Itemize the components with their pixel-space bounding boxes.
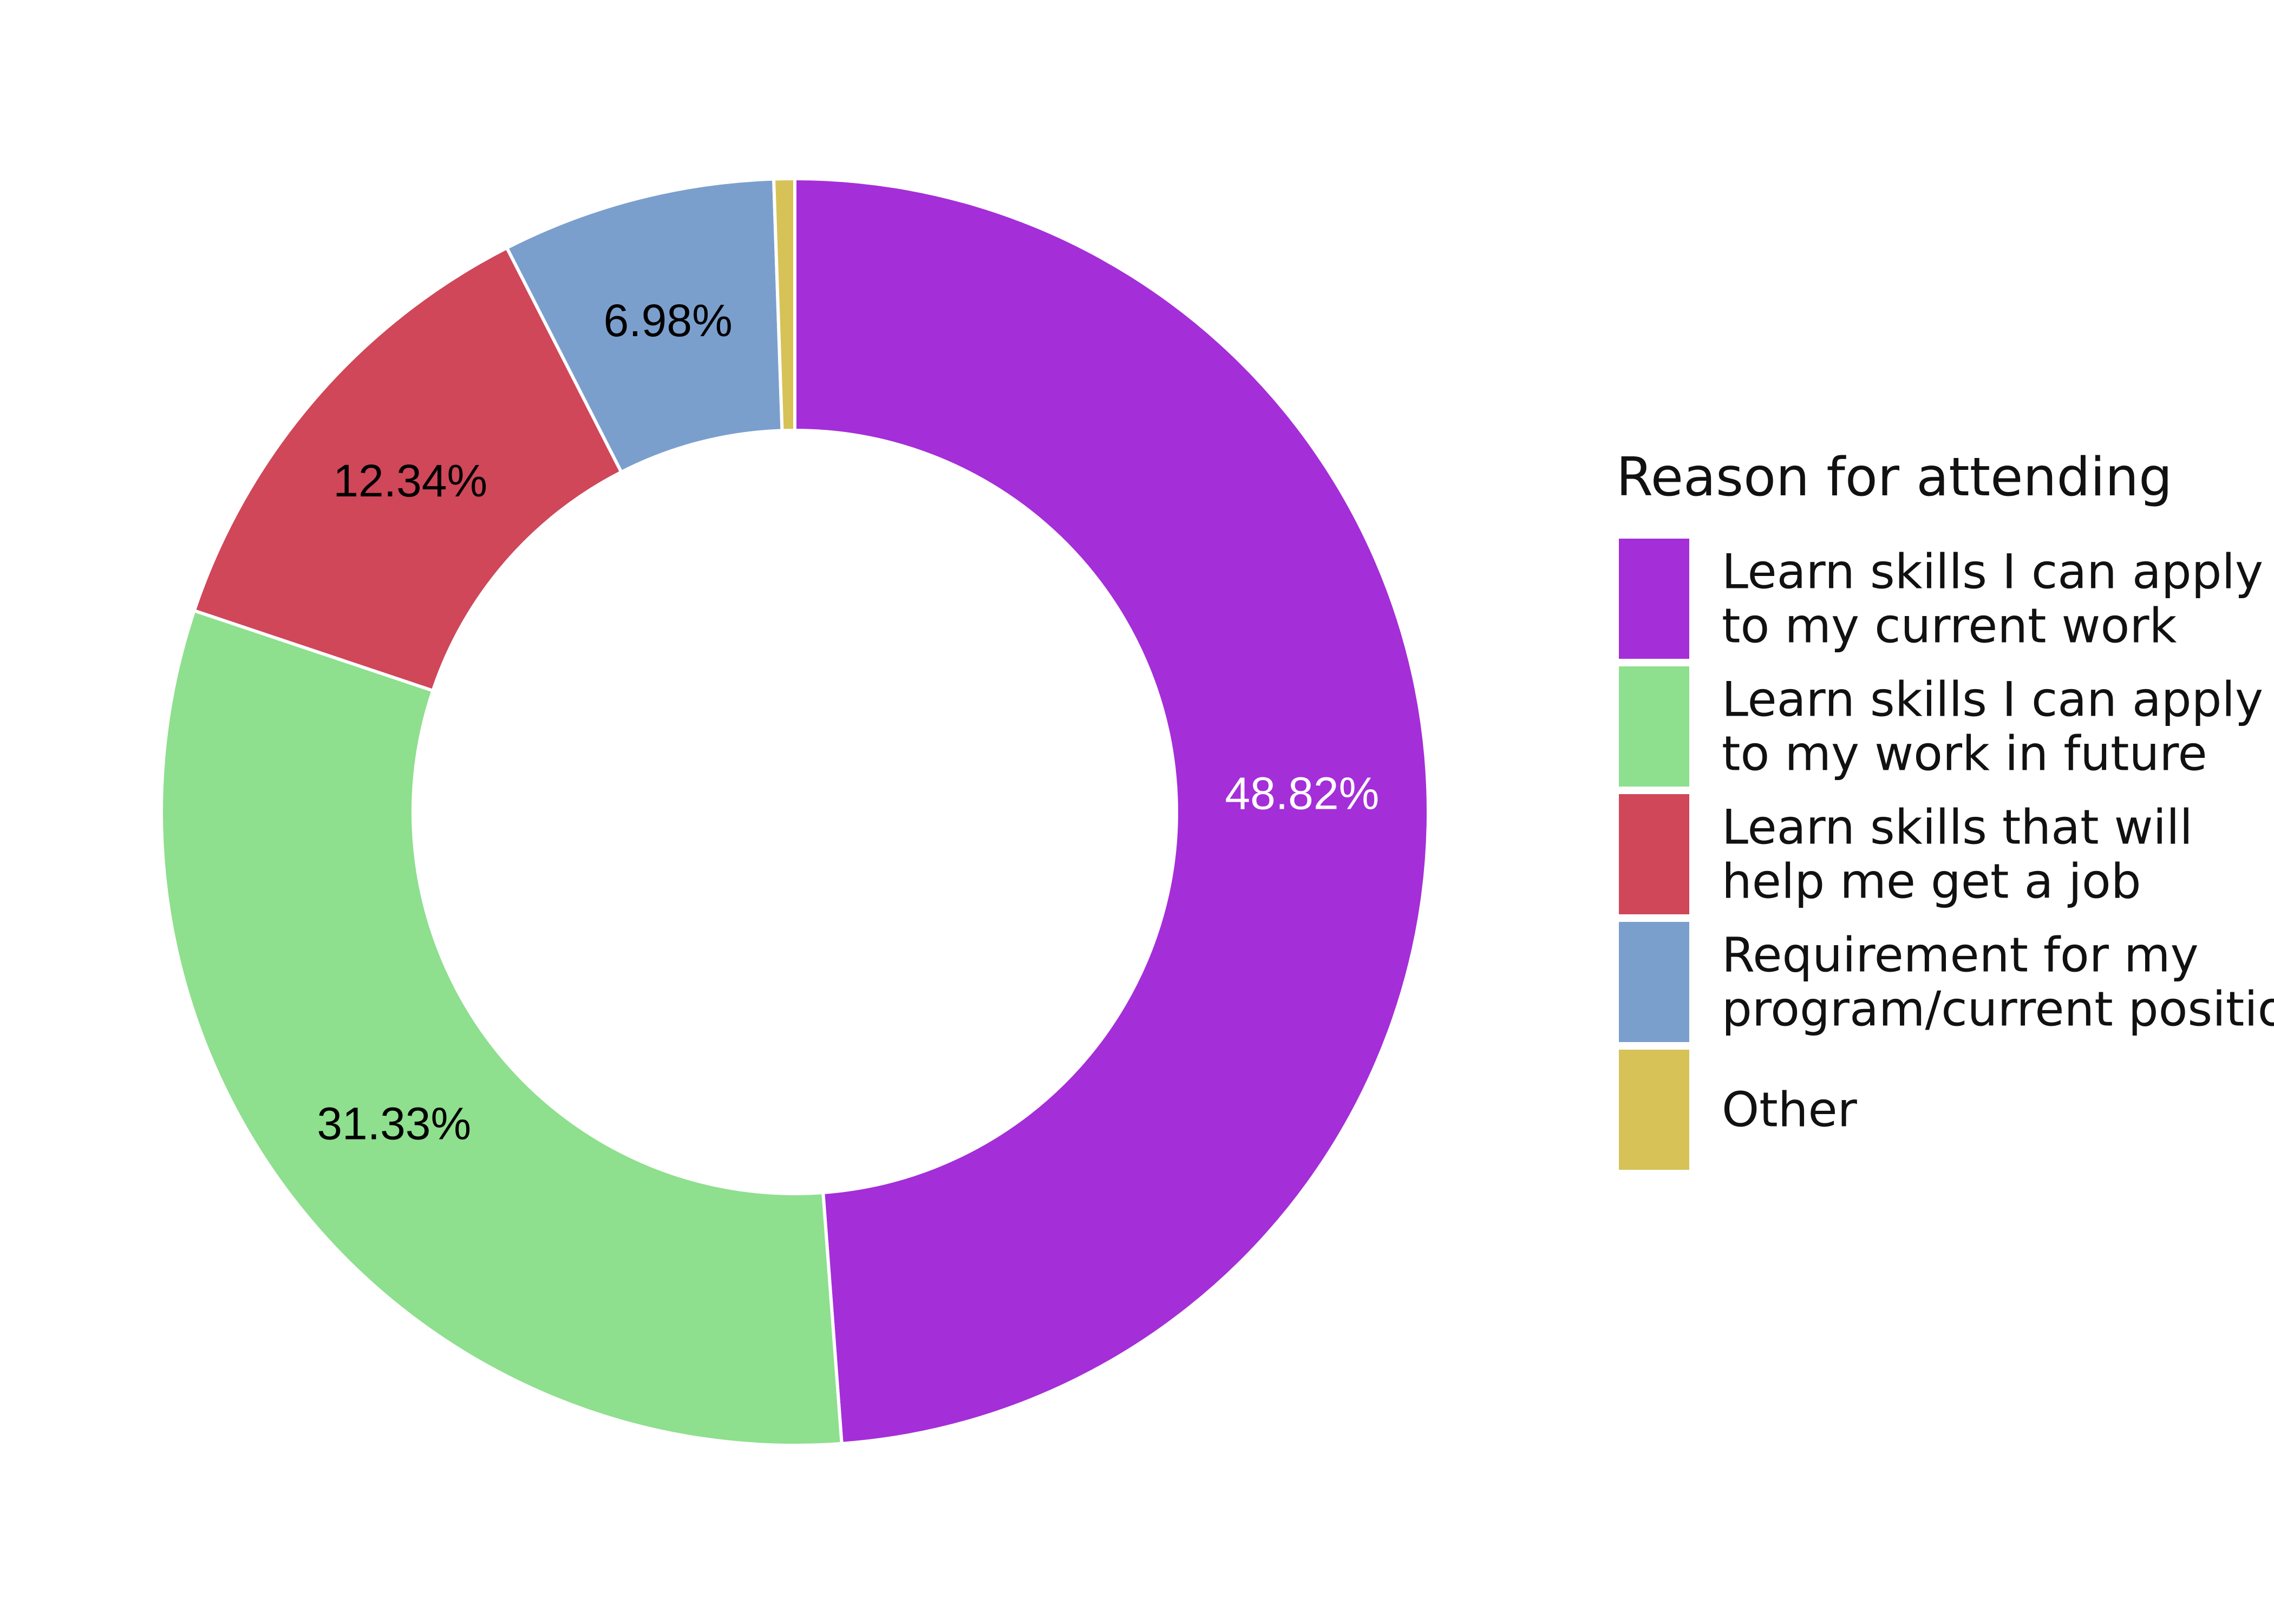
donut-slice-2 [192, 245, 624, 693]
legend-label-4: Other [1722, 1082, 1858, 1138]
legend-title: Reason for attending [1616, 447, 2172, 508]
legend-key-1 [1619, 666, 1689, 787]
slice-value-label-2: 12.34% [333, 455, 487, 506]
legend-label-0: Learn skills I can apply to my current wo… [1722, 544, 2263, 654]
legend-key-2 [1619, 794, 1689, 914]
legend: Reason for attending Learn skills I can … [1616, 447, 2274, 1170]
legend-key-0 [1619, 539, 1689, 659]
donut-slice-4 [772, 176, 796, 433]
legend-label-1: Learn skills I can apply to my work in fu… [1722, 672, 2263, 782]
legend-label-3: Requirement for my program/current positi… [1722, 927, 2274, 1037]
slice-value-labels: 48.82% 31.33% 12.34% 6.98% [317, 295, 1379, 1149]
slice-value-label-0: 48.82% [1225, 768, 1379, 818]
legend-label-2: Learn skills that will help me get a job [1722, 800, 2193, 909]
legend-key-4 [1619, 1050, 1689, 1170]
slice-value-label-3: 6.98% [604, 295, 733, 346]
donut-slice-1 [160, 608, 844, 1448]
slice-value-label-1: 31.33% [317, 1098, 471, 1149]
donut-slices [160, 176, 1430, 1448]
donut-slice-0 [793, 176, 1430, 1446]
donut-slice-3 [505, 177, 784, 475]
legend-key-3 [1619, 922, 1689, 1042]
